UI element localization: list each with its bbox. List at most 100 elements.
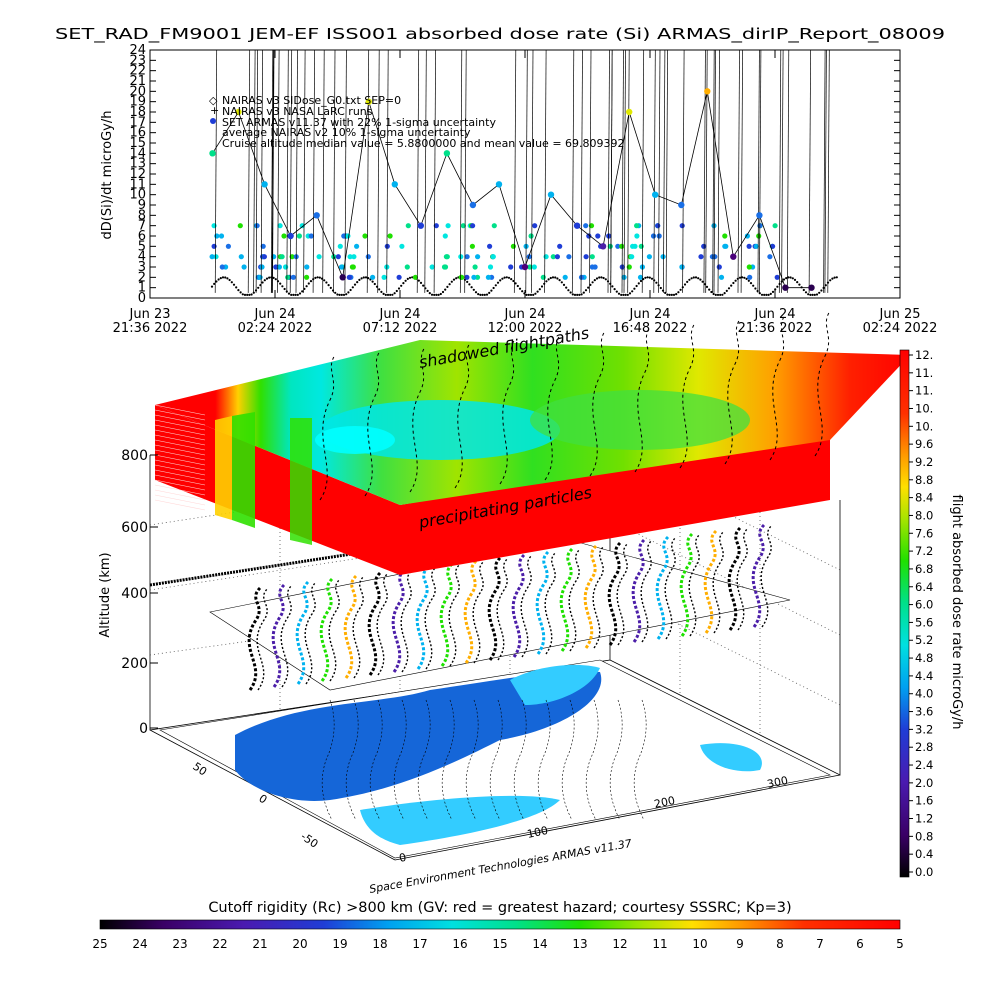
dense-marker (796, 281, 799, 284)
dense-marker (218, 233, 225, 239)
dense-marker (675, 293, 678, 296)
legend-entry: NAIRAS v3 SIDose_G0.txt SEP=0 (222, 94, 401, 107)
dense-marker (557, 243, 563, 249)
dense-marker (441, 290, 445, 294)
y-tick-label: 12 (129, 167, 146, 182)
slab-stripe (154, 484, 206, 496)
y-tick-label: 0 (138, 291, 146, 306)
dense-marker (338, 264, 345, 270)
dense-marker (789, 276, 792, 279)
orbit-track-layer (149, 523, 791, 691)
dense-marker (238, 254, 244, 260)
spike-line (786, 49, 790, 293)
dense-marker (771, 290, 775, 293)
dense-marker (655, 281, 658, 284)
dense-marker (660, 254, 666, 260)
dense-marker (807, 293, 810, 296)
dense-marker (534, 292, 537, 295)
dense-marker (679, 264, 685, 270)
dense-marker (725, 289, 728, 292)
colorbar-right-tick-label: 1.6 (915, 794, 933, 808)
slab-stripe (154, 449, 206, 461)
orbit-wave (736, 527, 749, 631)
spike-line (424, 49, 427, 293)
dense-marker (690, 277, 693, 280)
orbit-wave (607, 541, 622, 646)
colorbar-right-tick-label: 2.0 (915, 776, 933, 790)
dense-marker (283, 264, 289, 270)
dense-marker (619, 243, 625, 249)
y-tick-label: 20 (129, 84, 146, 99)
dense-marker (475, 254, 481, 260)
dense-marker (472, 288, 475, 291)
data-point (678, 201, 685, 209)
dense-marker (224, 276, 227, 279)
y-tick-label: 21 (129, 74, 146, 89)
colorbar-bottom-tick-label: 13 (572, 937, 587, 951)
dense-marker (712, 254, 718, 260)
dense-marker (753, 243, 759, 249)
legend-entry: SET ARMAS v11.37 with 22% 1-sigma uncert… (222, 116, 496, 129)
dense-marker (437, 293, 440, 296)
colorbar-bottom-tick-label: 25 (92, 937, 107, 951)
dense-marker (356, 281, 359, 284)
slab-stripe (154, 494, 206, 506)
dense-marker (367, 277, 370, 280)
dense-marker (479, 293, 482, 296)
dense-dose-markers (209, 49, 838, 296)
dense-marker (294, 293, 297, 296)
slab-track (769, 314, 786, 461)
dense-marker (239, 291, 242, 294)
spike-line (344, 49, 347, 293)
dense-marker (254, 223, 260, 229)
dense-marker (744, 233, 751, 239)
dense-marker (404, 264, 410, 270)
dense-marker (382, 292, 385, 295)
dense-marker (299, 223, 305, 229)
series-lines (212, 91, 812, 289)
colorbar-right-tick-label: 1.2 (915, 812, 933, 826)
orbit-wave (376, 572, 389, 676)
dense-marker (754, 287, 757, 290)
data-point (365, 98, 372, 105)
dense-marker (281, 233, 287, 239)
dense-marker (292, 293, 295, 296)
dense-marker (373, 282, 376, 286)
dense-marker (474, 291, 478, 294)
dense-marker (337, 243, 343, 249)
legend-symbol-nairas-larc: + (210, 104, 219, 117)
spike-line (312, 49, 315, 293)
dense-marker (263, 279, 266, 282)
dense-marker (301, 290, 304, 293)
dense-marker (634, 233, 640, 239)
dense-marker (746, 264, 752, 270)
dense-marker (655, 223, 661, 229)
dense-marker (743, 276, 746, 279)
ground-track (561, 699, 575, 821)
dense-marker (569, 291, 572, 294)
dense-marker (639, 279, 643, 283)
y-axis-label: dD(Si)/dt microGy/h (100, 111, 115, 240)
longitude-tick-label: 200 (653, 794, 676, 811)
orbit-wave (463, 559, 478, 664)
orbit-wave (544, 551, 557, 655)
y-tick-label: 5 (138, 239, 146, 254)
dense-marker (448, 283, 451, 286)
colorbar-right-tick-label: 6.8 (915, 562, 933, 576)
dense-marker (793, 278, 797, 281)
dense-marker (626, 264, 632, 270)
dense-marker (371, 280, 374, 283)
dense-marker (257, 274, 263, 280)
dense-marker (554, 254, 561, 260)
orbit-wave (712, 530, 725, 634)
dense-marker (422, 284, 425, 287)
dense-marker (802, 288, 805, 292)
cutoff-rigidity-colorbar: Cutoff rigidity (Rc) >800 km (GV: red = … (92, 900, 903, 951)
colorbar-bottom-tick-label: 24 (132, 937, 147, 951)
orbit-wave (448, 563, 461, 667)
data-point (261, 181, 268, 188)
dense-marker (711, 223, 717, 229)
latitude-tick-label: 0 (256, 792, 269, 807)
